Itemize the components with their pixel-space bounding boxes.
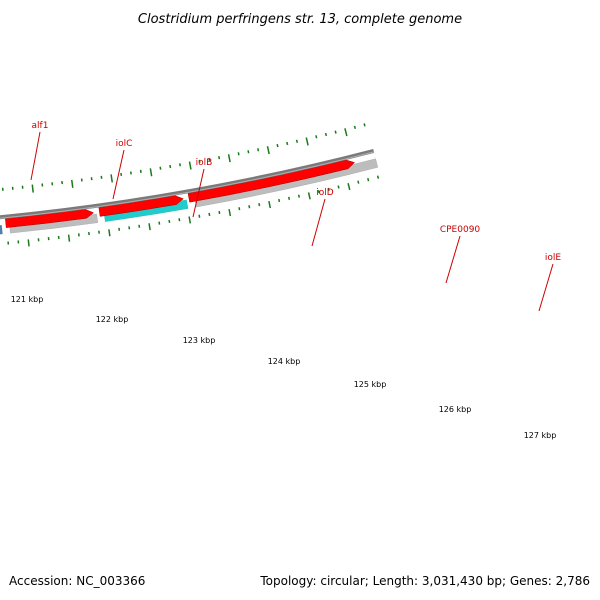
scale-tick: [286, 141, 289, 146]
gene-label-iolb[interactable]: iolB: [196, 158, 213, 168]
outer-tick: [268, 200, 272, 209]
gene-label-leader: [30, 131, 41, 181]
outer-tick: [178, 218, 181, 222]
scale-tick: [266, 146, 270, 155]
gene-label-iole[interactable]: iolE: [545, 253, 562, 263]
scale-tick: [149, 168, 153, 177]
scale-label-layer: 121 kbp 122 kbp 123 kbp 124 kbp 125 kbp 126 k…: [11, 295, 557, 440]
scale-tick: [295, 139, 298, 143]
scale-tick: [315, 135, 318, 139]
outer-tick: [148, 223, 151, 231]
scale-tick: [237, 152, 240, 156]
topology-summary-text: Topology: circular; Length: 3,031,430 bp…: [259, 574, 590, 588]
scale-label: 121 kbp: [11, 295, 44, 304]
scale-tick: [110, 174, 113, 183]
outer-tick: [228, 209, 232, 217]
outer-tick: [327, 187, 330, 191]
accession-text: Accession: NC_003366: [9, 574, 145, 588]
map-title: Clostridium perfringens str. 13, complet…: [138, 12, 462, 27]
gene-label-leader: [311, 198, 326, 247]
gene-label-layer: alf1 iolC iolB iolD CPE0090 iolE: [30, 121, 562, 312]
scale-tick: [257, 148, 260, 152]
scale-tick: [218, 156, 221, 160]
outer-tick: [198, 214, 201, 218]
genome-backbone: [0, 148, 375, 220]
gene-band-iold[interactable]: [0, 224, 3, 245]
scale-label: 122 kbp: [96, 315, 129, 324]
outer-gc-ticks: [7, 175, 380, 247]
scale-label: 126 kbp: [439, 405, 472, 414]
outer-tick: [258, 203, 261, 207]
scale-tick: [198, 159, 201, 163]
outer-tick: [248, 205, 251, 209]
outer-tick: [357, 180, 360, 184]
outer-tick: [238, 207, 241, 211]
scale-tick: [70, 179, 74, 188]
gene-label-iold[interactable]: iolD: [316, 188, 334, 198]
outer-tick: [188, 216, 192, 224]
outer-tick: [297, 194, 301, 198]
outer-tick: [208, 212, 211, 217]
scale-label: 125 kbp: [354, 380, 387, 389]
scale-tick: [208, 157, 211, 162]
gene-label-leader: [112, 149, 125, 200]
scale-tick: [169, 164, 172, 169]
outer-tick: [307, 192, 311, 200]
gene-label-alf1[interactable]: alf1: [32, 121, 49, 131]
scale-tick: [324, 132, 328, 137]
outer-tick: [317, 190, 320, 194]
gene-label-iolc[interactable]: iolC: [116, 139, 133, 149]
scale-tick: [334, 130, 337, 134]
outer-tick: [108, 229, 111, 237]
outer-tick: [287, 196, 291, 200]
outer-tick: [278, 198, 281, 203]
outer-tick: [376, 175, 380, 179]
gene-label-leader: [192, 168, 205, 218]
genome-backbone-highlight: [0, 151, 375, 219]
scale-tick: [363, 123, 366, 127]
scale-label: 124 kbp: [268, 357, 301, 366]
outer-tick: [67, 234, 71, 242]
scale-label: 127 kbp: [524, 431, 557, 440]
cds-arrow-track: [5, 159, 356, 228]
gene-label-leader: [538, 263, 554, 312]
scale-tick: [227, 154, 231, 163]
scale-tick: [188, 161, 192, 170]
outer-tick: [218, 210, 221, 215]
scale-tick: [344, 128, 348, 137]
scale-tick: [305, 137, 309, 146]
outer-tick: [367, 178, 370, 182]
scale-tick: [179, 163, 182, 167]
gene-label-leader: [445, 235, 461, 284]
outer-tick: [347, 182, 351, 191]
scale-tick: [247, 150, 250, 154]
scale-label: 123 kbp: [183, 336, 216, 345]
gene-label-cpe0090[interactable]: CPE0090: [440, 225, 481, 235]
inner-scale-ticks: [1, 123, 366, 193]
scale-tick: [353, 125, 357, 129]
scale-tick: [31, 184, 34, 193]
outer-tick: [27, 239, 30, 247]
scale-tick: [276, 143, 279, 148]
outer-tick: [337, 185, 340, 189]
